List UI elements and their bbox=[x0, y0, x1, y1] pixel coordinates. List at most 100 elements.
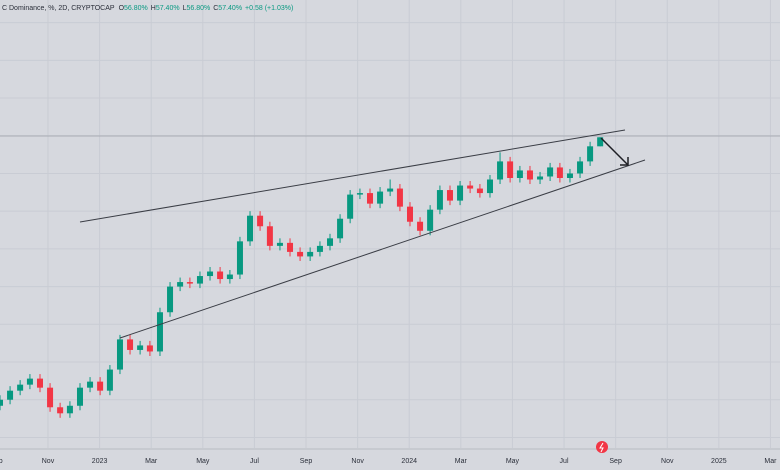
arrow[interactable] bbox=[600, 137, 629, 166]
candle-body bbox=[406, 206, 413, 222]
candle-body bbox=[177, 282, 184, 287]
candle-body bbox=[587, 146, 594, 162]
candle-body bbox=[127, 339, 134, 350]
trend-line-lower[interactable] bbox=[119, 159, 646, 339]
x-tick-label: Mar bbox=[764, 458, 777, 465]
candle-body bbox=[76, 387, 83, 406]
candle-body bbox=[436, 190, 443, 210]
candle-body bbox=[507, 161, 514, 178]
candle-body bbox=[467, 185, 474, 189]
legend-value: 57.40% bbox=[218, 5, 242, 12]
candle-body bbox=[486, 179, 493, 194]
arrow-shaft bbox=[600, 137, 629, 166]
candle-body bbox=[97, 381, 104, 391]
candle-body bbox=[566, 173, 573, 178]
candle-body bbox=[236, 241, 243, 275]
candle-body bbox=[106, 369, 113, 391]
legend-change: +0.58 (+1.03%) bbox=[245, 5, 293, 12]
candle-body bbox=[146, 345, 153, 352]
candle-body bbox=[446, 190, 453, 201]
candle-body bbox=[337, 218, 344, 239]
x-tick-label: May bbox=[196, 458, 210, 465]
legend-title: C Dominance, %, 2D, CRYPTOCAP bbox=[2, 5, 115, 12]
candle-body bbox=[207, 271, 214, 277]
candle-body bbox=[457, 185, 464, 201]
candle-body bbox=[47, 387, 54, 408]
trend-line-upper[interactable] bbox=[79, 129, 626, 223]
candle-body bbox=[57, 407, 64, 414]
x-tick-label: Mar bbox=[145, 458, 158, 465]
x-tick-label: Jul bbox=[250, 458, 259, 465]
candle-body bbox=[597, 137, 604, 147]
x-tick-label: Jul bbox=[560, 458, 569, 465]
x-tick-label: Nov bbox=[661, 458, 674, 465]
candle-body bbox=[516, 170, 523, 178]
x-tick-label: Nov bbox=[351, 458, 364, 465]
candle-body bbox=[497, 161, 504, 180]
candle-body bbox=[377, 191, 384, 204]
candle-body bbox=[297, 251, 304, 257]
x-tick-label: Mar bbox=[455, 458, 468, 465]
x-tick-label: Nov bbox=[42, 458, 55, 465]
legend-key: O bbox=[119, 5, 125, 12]
candle-body bbox=[7, 390, 14, 400]
candle-body bbox=[476, 188, 483, 194]
candle-body bbox=[347, 194, 354, 219]
event-circle bbox=[596, 441, 608, 453]
candle-body bbox=[356, 193, 363, 195]
candle-body bbox=[257, 215, 264, 227]
candle-body bbox=[167, 286, 174, 313]
legend-key: H bbox=[151, 5, 156, 12]
candle-body bbox=[196, 276, 203, 284]
candle-body bbox=[87, 381, 94, 388]
candle-body bbox=[26, 378, 33, 385]
candle-body bbox=[217, 271, 224, 280]
candle-body bbox=[307, 251, 314, 257]
x-tick-label: 2023 bbox=[92, 458, 108, 465]
candle-body bbox=[387, 188, 394, 192]
candle-body bbox=[116, 339, 123, 370]
candle-body bbox=[276, 242, 283, 246]
x-tick-label: May bbox=[506, 458, 520, 465]
event-icon[interactable] bbox=[596, 441, 608, 453]
x-tick-label: 2024 bbox=[401, 458, 417, 465]
candle-body bbox=[316, 245, 323, 252]
candle-body bbox=[417, 221, 424, 231]
candle-body bbox=[66, 405, 73, 414]
candle-body bbox=[156, 312, 163, 352]
legend-key: C bbox=[213, 5, 218, 12]
candle-body bbox=[247, 215, 254, 242]
candle-body bbox=[556, 167, 563, 178]
candle-body bbox=[427, 209, 434, 231]
x-tick-label: Sep bbox=[300, 458, 313, 465]
candle-body bbox=[547, 167, 554, 177]
legend-value: 56.80% bbox=[124, 5, 148, 12]
candles bbox=[0, 137, 604, 418]
candle-body bbox=[266, 226, 273, 246]
candle-body bbox=[0, 399, 3, 406]
candle-body bbox=[186, 282, 193, 284]
candle-body bbox=[577, 161, 584, 174]
candle-body bbox=[396, 188, 403, 207]
candle-body bbox=[526, 170, 533, 180]
candle-body bbox=[17, 384, 24, 391]
x-axis: Sep Nov 2023 Mar May Jul Sep Nov 2024 Mar May Jul Se… bbox=[0, 458, 777, 465]
legend-value: 57.40% bbox=[156, 5, 180, 12]
candle-body bbox=[327, 238, 334, 246]
legend-key: L bbox=[183, 5, 187, 12]
candle-body bbox=[537, 176, 544, 180]
event-bolt bbox=[599, 442, 604, 453]
candle-body bbox=[137, 345, 144, 350]
candle-body bbox=[36, 378, 43, 388]
candle-body bbox=[287, 242, 294, 252]
candle-body bbox=[367, 193, 374, 204]
x-tick-label: Sep bbox=[609, 458, 622, 465]
x-tick-label: 2025 bbox=[711, 458, 727, 465]
legend-value: 56.80% bbox=[186, 5, 210, 12]
candle-body bbox=[226, 274, 233, 280]
arrow-head bbox=[620, 157, 629, 166]
x-tick-label: Sep bbox=[0, 458, 3, 465]
